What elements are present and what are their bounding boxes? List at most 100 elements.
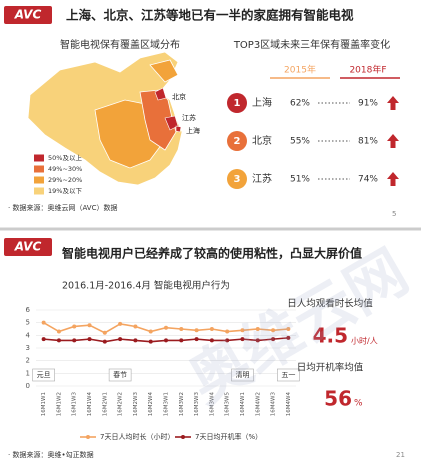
logo: AVC	[14, 240, 42, 254]
chart-title: 2016.1月-2016.4月 智能电视用户行为	[62, 280, 230, 292]
x-tick-label: 16M3W5	[225, 392, 231, 417]
point	[255, 327, 260, 331]
kpi-value: 4.5	[313, 324, 348, 348]
legend-marker	[181, 435, 185, 439]
x-tick-label: 16M1W4	[87, 392, 93, 417]
map-region	[175, 125, 182, 133]
logo-box	[4, 238, 52, 256]
point	[225, 329, 230, 334]
x-tick-label: 16M4W1	[240, 392, 246, 416]
x-tick-label: 16M3W3	[194, 392, 200, 417]
map-label: 北京	[172, 92, 186, 101]
up-arrow	[387, 96, 399, 110]
point	[133, 324, 138, 329]
legend-swatch	[34, 165, 44, 173]
point	[41, 320, 46, 325]
page-number: 5	[392, 210, 396, 218]
annotation-box	[277, 368, 300, 382]
table-title: TOP3区域未来三年保有覆盖率变化	[233, 38, 390, 51]
rank: 2	[234, 136, 241, 147]
x-tick-label: 16M4W4	[286, 392, 292, 417]
annotation-box	[32, 368, 55, 382]
rank: 1	[234, 98, 241, 109]
rank: 3	[234, 174, 241, 185]
annotation: 春节	[113, 370, 127, 379]
x-tick-label: 16M1W2	[56, 392, 62, 416]
point	[102, 330, 107, 335]
legend-label: 7天日人均时长（小时）	[100, 432, 174, 441]
point	[87, 323, 92, 328]
annotation: 五一	[281, 371, 295, 379]
source: · 数据来源：奥维云网（AVC）数据	[8, 203, 117, 212]
slide-title: 上海、北京、江苏等地已有一半的家庭拥有智能电视	[66, 8, 354, 23]
point	[225, 338, 230, 343]
x-tick-label: 16M2W2	[118, 392, 124, 416]
rank-badge	[227, 169, 247, 189]
annotation-box	[108, 368, 132, 382]
x-tick-label: 16M1W1	[41, 392, 47, 416]
point	[271, 328, 276, 333]
point	[118, 321, 123, 326]
up-arrow	[387, 134, 399, 148]
x-tick-label: 16M3W1	[164, 392, 170, 416]
point	[286, 327, 291, 331]
legend-label: 49%~30%	[48, 165, 82, 173]
x-tick-label: 16M2W3	[133, 392, 139, 417]
map	[27, 51, 183, 186]
x-tick-label: 16M4W3	[271, 392, 277, 417]
point	[148, 339, 153, 344]
legend-swatch	[34, 176, 44, 184]
value-2018: 81%	[358, 137, 378, 147]
point	[255, 338, 260, 343]
kpi-unit: 小时/人	[351, 336, 378, 346]
annotation: 元旦	[37, 371, 51, 379]
point	[286, 335, 291, 340]
map-label: 上海	[186, 126, 200, 135]
legend-swatch	[34, 154, 44, 162]
logo: AVC	[14, 8, 42, 22]
region: 北京	[252, 134, 272, 147]
point	[41, 337, 46, 342]
rank-badge	[227, 131, 247, 151]
y-tick-label: 4	[26, 331, 31, 339]
point	[87, 337, 92, 342]
y-tick-label: 1	[26, 369, 30, 377]
map-label: 江苏	[182, 113, 196, 122]
legend-label: 7天日均开机率（%）	[195, 432, 262, 441]
point	[72, 324, 77, 329]
value-2015: 62%	[290, 99, 310, 109]
point	[56, 338, 61, 343]
point	[271, 337, 276, 342]
value-2018: 74%	[358, 175, 378, 185]
point	[240, 337, 245, 342]
y-tick-label: 5	[26, 319, 30, 327]
col-header: 2015年	[284, 64, 316, 76]
point	[194, 337, 199, 342]
source: · 数据来源：奥维•勾正数据	[8, 450, 94, 459]
point	[209, 327, 214, 331]
legend-label: 19%及以下	[48, 187, 82, 195]
map-region	[149, 59, 179, 83]
y-tick-label: 2	[26, 357, 30, 365]
slide-title: 智能电视用户已经养成了较高的使用粘性，凸显大屏价值	[61, 246, 362, 261]
up-arrow	[387, 172, 399, 186]
point	[179, 327, 184, 331]
legend-label: 50%及以上	[48, 153, 82, 162]
kpi-label: 日均开机率均值	[297, 362, 364, 374]
kpi-unit: %	[354, 399, 363, 409]
value-2015: 51%	[290, 175, 310, 185]
page-number: 21	[396, 451, 405, 459]
y-tick-label: 0	[26, 382, 30, 390]
legend-marker	[86, 435, 90, 439]
rank-badge	[227, 93, 247, 113]
point	[164, 325, 168, 330]
x-tick-label: 16M2W4	[148, 392, 154, 417]
point	[133, 338, 138, 343]
x-tick-label: 16M3W4	[209, 392, 215, 417]
x-tick-label: 16M3W2	[179, 392, 185, 416]
point	[118, 337, 123, 342]
point	[72, 338, 77, 343]
map-region	[164, 115, 179, 131]
kpi-value: 56	[324, 387, 352, 411]
